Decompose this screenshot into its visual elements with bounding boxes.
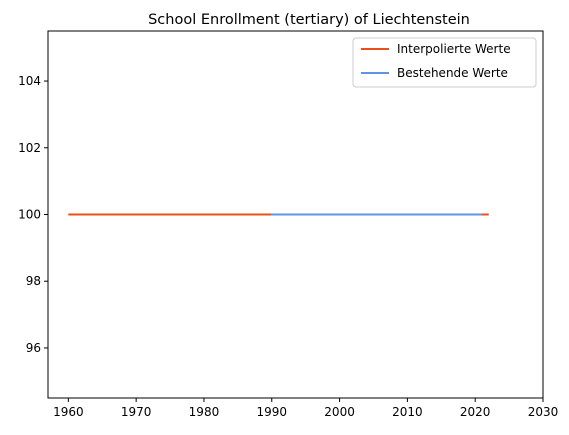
legend-label-existing: Bestehende Werte [397, 66, 508, 80]
y-tick-label: 102 [18, 141, 41, 155]
y-axis: 96 98 100 102 104 [18, 74, 48, 355]
x-tick-label: 1980 [189, 405, 220, 419]
x-axis: 1960 1970 1980 1990 2000 2010 2020 2030 [53, 398, 558, 419]
legend-label-interpolated: Interpolierte Werte [397, 42, 511, 56]
chart-title: School Enrollment (tertiary) of Liechten… [148, 12, 470, 28]
x-tick-label: 1990 [256, 405, 287, 419]
y-tick-label: 96 [26, 341, 41, 355]
x-tick-label: 2030 [528, 405, 559, 419]
legend: Interpolierte Werte Bestehende Werte [353, 38, 536, 87]
x-tick-label: 2000 [324, 405, 355, 419]
y-tick-label: 98 [26, 274, 41, 288]
x-tick-label: 1970 [121, 405, 152, 419]
x-tick-label: 1960 [53, 405, 84, 419]
x-tick-label: 2020 [460, 405, 491, 419]
y-tick-label: 104 [18, 74, 41, 88]
x-tick-label: 2010 [392, 405, 423, 419]
y-tick-label: 100 [18, 208, 41, 222]
